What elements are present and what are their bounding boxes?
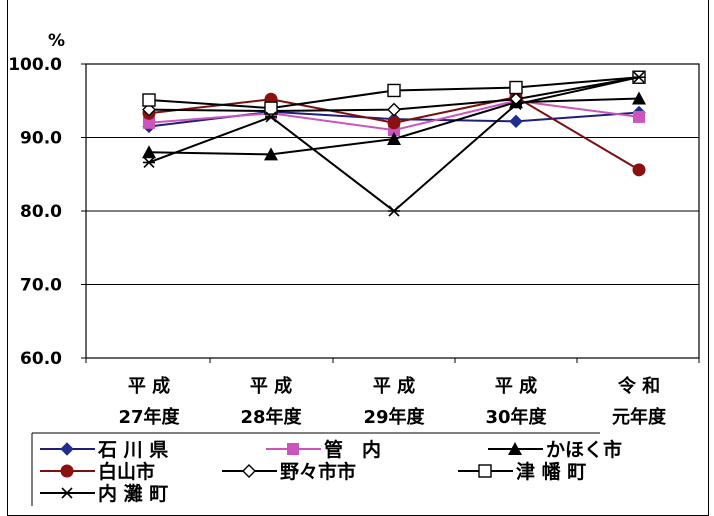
series-6 — [142, 70, 646, 115]
asterisk-stroke — [61, 487, 73, 499]
data-point — [142, 145, 156, 159]
asterisk-stroke — [633, 71, 645, 83]
y-tick-label: 60.0 — [20, 349, 62, 369]
legend-label: 津 幡 町 — [516, 460, 586, 483]
legend-label: かほく市 — [546, 438, 622, 461]
data-point — [143, 116, 155, 129]
x-tick-label-line1: 平 成 — [128, 375, 170, 397]
data-point — [264, 147, 278, 161]
series-5 — [142, 70, 646, 119]
y-axis-label: % — [48, 31, 65, 51]
x-tick-label-line1: 平 成 — [373, 375, 415, 397]
legend-marker — [508, 442, 522, 455]
data-point — [510, 98, 522, 110]
asterisk-stroke — [510, 98, 522, 110]
legend-marker — [242, 464, 256, 478]
legend-label: 管 内 — [324, 438, 381, 461]
legend-marker — [61, 487, 73, 499]
data-point — [143, 156, 155, 169]
data-point — [633, 110, 645, 123]
data-point — [387, 116, 401, 130]
legend-item: 内 灘 町 — [40, 482, 168, 505]
legend-item: 津 幡 町 — [458, 460, 586, 483]
data-point — [509, 80, 523, 95]
legend-marker — [60, 464, 74, 478]
data-point — [632, 163, 646, 177]
data-point — [387, 102, 401, 117]
y-tick-label: 90.0 — [20, 129, 62, 149]
data-point — [388, 205, 400, 217]
legend-label: 白山市 — [98, 460, 155, 483]
data-point — [387, 83, 401, 98]
x-tick-label-line2: 27年度 — [118, 406, 180, 428]
asterisk-stroke — [143, 156, 155, 169]
x-tick-label-line1: 令 和 — [617, 375, 660, 397]
legend-label: 内 灘 町 — [98, 482, 168, 505]
data-point — [264, 101, 278, 115]
y-tick-labels: 100.0 90.0 80.0 70.0 60.0 — [8, 55, 86, 369]
y-tick-label: 80.0 — [20, 202, 62, 222]
x-tick-label-line1: 平 成 — [495, 375, 537, 397]
legend-item: 石 川 県 — [40, 439, 168, 461]
asterisk-stroke — [388, 205, 400, 217]
asterisk-stroke — [265, 111, 277, 123]
legend-label: 野々市市 — [280, 460, 356, 483]
legend-item: かほく市 — [488, 438, 622, 461]
x-tick-label-line2: 29年度 — [363, 406, 425, 428]
series-7 — [143, 71, 645, 217]
data-point — [632, 91, 646, 105]
data-point — [388, 124, 400, 137]
data-point — [265, 111, 277, 123]
x-tick-label-line2: 30年度 — [485, 406, 547, 428]
data-point — [387, 131, 401, 145]
x-tick-label-line1: 平 成 — [250, 375, 292, 397]
x-tick-label-line2: 28年度 — [240, 406, 302, 428]
y-tick-label: 100.0 — [8, 55, 62, 75]
data-point — [509, 114, 523, 129]
legend-marker — [478, 464, 492, 478]
legend-label: 石 川 県 — [97, 439, 168, 461]
legend-marker — [287, 443, 299, 455]
series-layer — [142, 70, 646, 217]
y-tick-label: 70.0 — [20, 276, 62, 296]
legend-marker — [60, 442, 74, 456]
x-tick-label-line2: 元年度 — [612, 406, 667, 428]
data-point — [142, 93, 156, 107]
legend-item: 白山市 — [40, 460, 155, 483]
data-point — [633, 71, 645, 83]
legend-item: 管 内 — [266, 438, 381, 461]
legend-item: 野々市市 — [222, 460, 356, 483]
